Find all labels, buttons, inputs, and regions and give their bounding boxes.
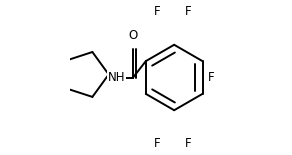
Text: O: O [128, 29, 138, 42]
Text: F: F [154, 5, 160, 18]
Text: F: F [185, 5, 191, 18]
Text: F: F [207, 71, 214, 84]
Text: F: F [154, 137, 160, 150]
Text: NH: NH [107, 71, 125, 84]
Text: F: F [185, 137, 191, 150]
